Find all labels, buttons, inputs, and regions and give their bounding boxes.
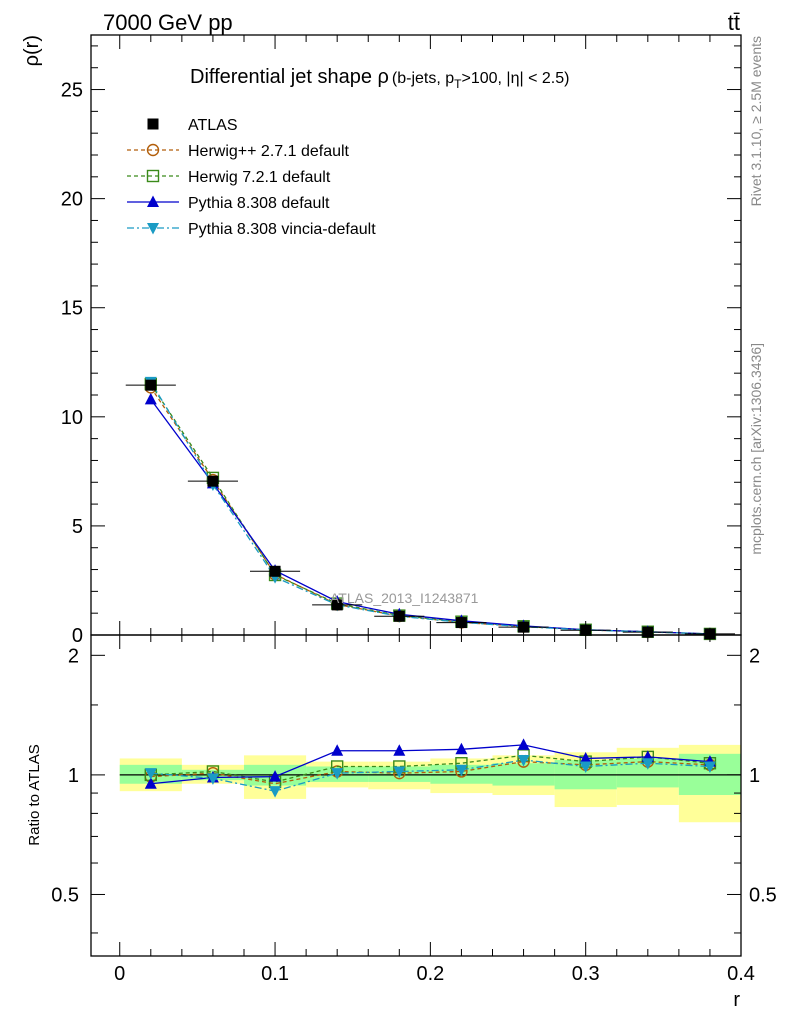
legend-marker (147, 195, 159, 207)
header-right: tt̄ (728, 10, 740, 35)
ratio-point-pythia-8-308-vincia-default (269, 786, 282, 798)
ratio-tick-label: 0.5 (51, 884, 79, 906)
ratio-tick-label-right: 1 (749, 765, 760, 787)
ratio-point-pythia-8-308-vincia-default (206, 773, 219, 785)
y-tick-label: 20 (61, 189, 83, 211)
y-tick-label: 15 (61, 298, 83, 320)
mcplots-label: mcplots.cern.ch [arXiv:1306.3436] (748, 343, 764, 555)
ratio-point-pythia-8-308-vincia-default (703, 761, 716, 773)
x-tick-label: 0.4 (727, 963, 755, 985)
ratio-axis-label: Ratio to ATLAS (26, 744, 43, 845)
chart-title: Differential jet shape ρ (b-jets, pT>100,… (190, 66, 569, 91)
ratio-point-pythia-8-308-vincia-default (641, 758, 654, 770)
ratio-point-pythia-8-308-default (144, 777, 157, 789)
y-tick-label: 25 (61, 80, 83, 102)
point-pythia-8-308-default (144, 392, 157, 405)
ratio-frame (90, 634, 742, 957)
ratio-point-pythia-8-308-vincia-default (579, 761, 592, 773)
legend-label: ATLAS (188, 117, 238, 134)
legend: ATLAS Herwig++ 2.7.1 default Herwig 7.2.1 … (127, 117, 376, 238)
point-atlas (518, 621, 530, 633)
x-tick-label: 0.1 (261, 963, 289, 985)
y-tick-label: 0 (72, 625, 83, 647)
point-atlas (269, 565, 281, 577)
ratio-point-pythia-8-308-default (269, 770, 282, 782)
header-left: 7000 GeV pp (103, 10, 233, 35)
y-tick-label: 10 (61, 407, 83, 429)
ratio-line-herwig-2-7-1-default (150, 760, 710, 785)
x-tick-label: 0.2 (416, 963, 444, 985)
y-axis-label: ρ(r) (21, 35, 43, 66)
point-atlas (455, 617, 467, 629)
ratio-point-pythia-8-308-default (331, 744, 344, 756)
legend-label: Herwig 7.2.1 default (188, 169, 331, 186)
x-axis-label: r (733, 989, 740, 1011)
legend-marker (147, 118, 159, 130)
ratio-point-pythia-8-308-vincia-default (517, 755, 530, 767)
watermark: ATLAS_2013_I1243871 (330, 590, 479, 606)
ratio-point-pythia-8-308-default (517, 738, 530, 750)
x-tick-label: 0 (114, 963, 125, 985)
legend-marker (146, 143, 160, 157)
ratio-point-pythia-8-308-vincia-default (331, 768, 344, 780)
ratio-tick-label-right: 2 (749, 645, 760, 667)
ratio-tick-label-right: 0.5 (749, 884, 777, 906)
ratio-line-pythia-8-308-default (150, 744, 710, 785)
ratio-tick-label: 2 (68, 645, 79, 667)
x-tick-label: 0.3 (572, 963, 600, 985)
point-atlas (331, 599, 343, 611)
rivet-label: Rivet 3.1.10, ≥ 2.5M events (748, 36, 764, 206)
ratio-point-pythia-8-308-vincia-default (393, 766, 406, 778)
ratio-panel: 0.5 0.5 1 1 2 2 (51, 634, 777, 957)
ratio-point-pythia-8-308-default (579, 751, 592, 764)
point-atlas (207, 475, 219, 487)
ratio-point-pythia-8-308-vincia-default (455, 764, 468, 777)
legend-label: Herwig++ 2.7.1 default (188, 143, 350, 160)
legend-marker (146, 169, 160, 183)
ratio-point-pythia-8-308-default (393, 744, 406, 756)
point-atlas (145, 379, 157, 391)
legend-label: Pythia 8.308 default (188, 195, 330, 212)
legend-marker (147, 223, 159, 235)
legend-label: Pythia 8.308 vincia-default (188, 221, 376, 238)
point-atlas (393, 610, 405, 622)
ratio-tick-label: 1 (68, 765, 79, 787)
ratio-line-pythia-8-308-vincia-default (150, 759, 710, 792)
ratio-point-pythia-8-308-vincia-default (144, 768, 157, 780)
ratio-point-pythia-8-308-default (455, 742, 468, 755)
y-tick-label: 5 (72, 516, 83, 538)
main-panel: 0 5 10 15 20 25 Differential jet shape ρ (b-je… (61, 34, 742, 647)
